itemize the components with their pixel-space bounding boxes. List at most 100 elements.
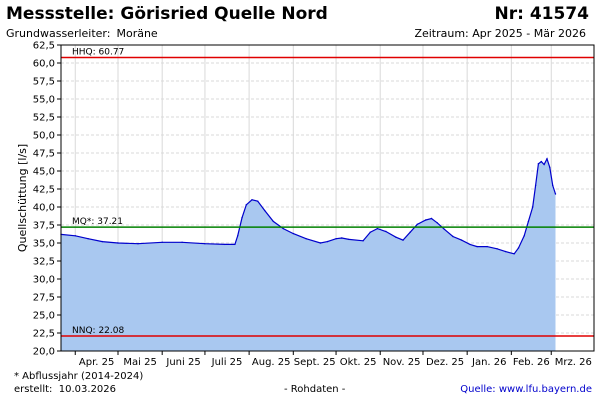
y-tick-label: 50,0: [33, 131, 55, 142]
data-point: [543, 163, 545, 166]
x-tick-label: Nov. 25: [383, 357, 421, 368]
data-point: [101, 240, 104, 243]
data-point: [534, 184, 537, 187]
data-point: [395, 236, 397, 238]
data-point: [430, 217, 433, 220]
y-tick-label: 47,5: [33, 149, 55, 160]
data-point: [264, 209, 266, 212]
data-point: [305, 238, 307, 240]
data-point: [74, 235, 77, 237]
source-link[interactable]: www.lfu.bayern.de: [498, 384, 592, 395]
data-point: [292, 232, 294, 235]
x-tick-label: Mai 25: [123, 357, 156, 368]
data-point: [476, 245, 478, 248]
y-tick-label: 60,0: [33, 59, 55, 70]
data-point: [237, 235, 239, 237]
data-point: [425, 219, 427, 221]
data-status: - Rohdaten -: [284, 384, 346, 395]
footnote: * Abflussjahr (2014-2024): [14, 371, 144, 382]
data-point: [204, 243, 206, 245]
data-point: [517, 247, 520, 249]
x-tick-label: Mrz. 26: [555, 357, 592, 368]
data-point: [137, 243, 139, 245]
x-tick-label: Aug. 25: [252, 357, 291, 368]
data-point: [549, 166, 551, 169]
data-point: [87, 238, 89, 240]
data-point: [348, 238, 350, 241]
x-tick-label: Okt. 25: [340, 357, 377, 368]
y-tick-label: 45,0: [33, 167, 55, 178]
created-label: erstellt:: [14, 384, 53, 395]
data-point: [224, 243, 226, 246]
y-tick-label: 57,5: [33, 77, 55, 88]
y-tick-label: 42,5: [33, 185, 55, 196]
reference-line-label: MQ*: 37.21: [72, 217, 123, 227]
y-axis-ticks: 20,0 22,5 25,0 27,5 30,0 32,5 35,0 37,5 40,0 42,5…: [33, 41, 61, 358]
data-point: [181, 241, 183, 243]
y-tick-label: 25,0: [33, 311, 55, 322]
data-point: [552, 184, 554, 187]
data-point: [540, 160, 542, 163]
data-point: [234, 243, 236, 246]
y-tick-label: 52,5: [33, 113, 55, 124]
created-date: 10.03.2026: [58, 384, 117, 395]
data-point: [527, 220, 530, 223]
data-point: [245, 204, 247, 206]
data-point: [362, 240, 364, 242]
created-info: erstellt: 10.03.2026: [14, 384, 116, 395]
x-tick-label: Dez. 25: [426, 357, 464, 368]
reference-line-label: NNQ: 22.08: [72, 326, 124, 336]
data-point: [486, 245, 488, 248]
data-point: [251, 199, 253, 201]
data-point: [436, 222, 438, 224]
x-tick-label: Juli 25: [211, 357, 243, 368]
y-tick-label: 30,0: [33, 275, 55, 286]
data-point: [282, 227, 284, 230]
data-point: [326, 240, 329, 243]
data-point: [369, 231, 371, 233]
data-point: [554, 193, 557, 195]
x-tick-label: Juni 25: [165, 357, 200, 368]
aquifer-label: Grundwasserleiter:: [6, 27, 111, 40]
x-tick-label: Sept. 25: [294, 357, 336, 368]
y-tick-label: 35,0: [33, 239, 55, 250]
data-point: [241, 217, 243, 219]
data-point: [532, 206, 534, 208]
data-point: [452, 235, 454, 238]
source-info: Quelle: www.lfu.bayern.de: [460, 384, 592, 395]
plot-frame: [60, 44, 595, 352]
data-point: [402, 239, 404, 241]
data-point: [272, 220, 274, 223]
data-point: [117, 242, 119, 244]
y-tick-label: 22,5: [33, 329, 55, 340]
data-point: [376, 227, 379, 230]
source-label: Quelle:: [460, 384, 496, 395]
data-point: [341, 237, 343, 239]
y-tick-label: 32,5: [33, 257, 55, 268]
aquifer-value: Moräne: [116, 27, 158, 40]
data-point: [546, 158, 548, 160]
y-tick-label: 62,5: [33, 41, 55, 52]
y-tick-label: 55,0: [33, 95, 55, 106]
data-point: [513, 253, 515, 255]
discharge-line: [60, 157, 557, 255]
period-label: Zeitraum: Apr 2025 - Mär 2026: [414, 27, 586, 40]
data-point: [257, 200, 259, 202]
station-number: Nr: 41574: [494, 4, 589, 24]
data-point: [335, 238, 337, 240]
discharge-area: [61, 158, 556, 351]
discharge-series: [60, 157, 557, 351]
y-tick-label: 37,5: [33, 221, 55, 232]
reference-line-label: HHQ: 60.77: [72, 47, 124, 57]
y-axis-label: Quellschüttung [l/s]: [16, 144, 29, 252]
x-tick-label: Apr. 25: [79, 357, 114, 368]
data-point: [319, 242, 322, 244]
data-point: [443, 228, 446, 230]
x-tick-label: Jan. 26: [471, 357, 507, 368]
data-point: [537, 163, 540, 165]
data-point: [416, 223, 418, 225]
data-point: [504, 250, 507, 253]
x-axis-ticks: Apr. 25 Mai 25 Juni 25 Juli 25 Aug. 25 Sept. …: [74, 351, 592, 368]
data-point: [161, 241, 163, 243]
